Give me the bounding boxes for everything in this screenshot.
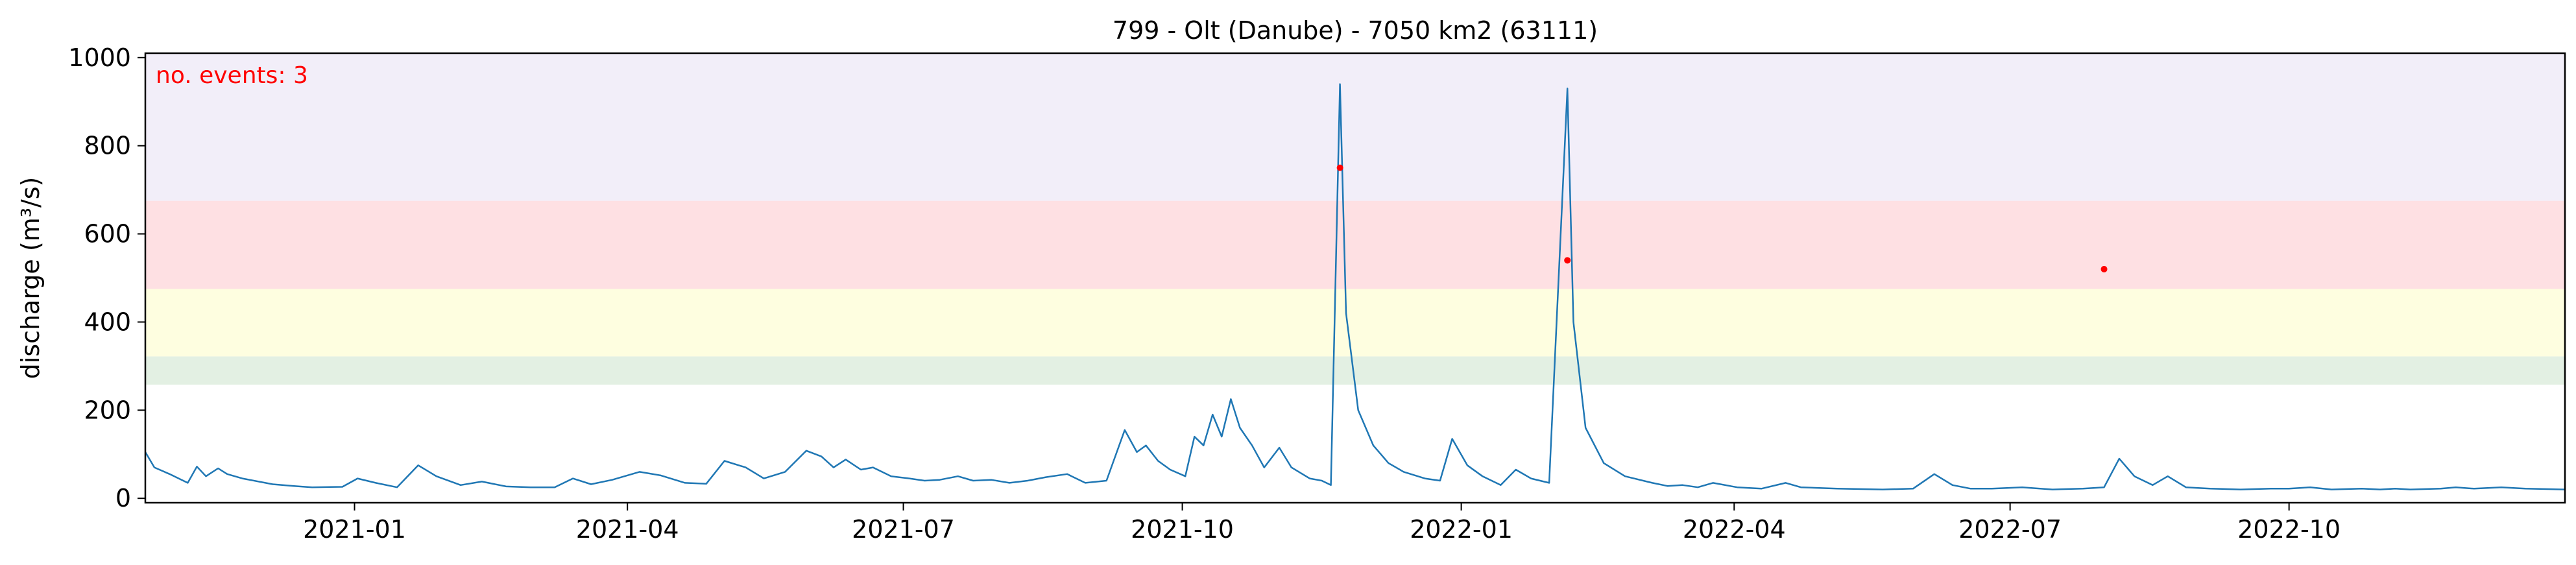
events-count-annotation: no. events: 3 (156, 62, 308, 89)
x-tick-label: 2021-10 (1131, 515, 1234, 544)
chart-title: 799 - Olt (Danube) - 7050 km2 (63111) (1113, 16, 1598, 45)
threshold-band-yellow (145, 289, 2565, 357)
x-axis: 2021-01 2021-04 2021-07 2021-10 2022-01 2022-… (303, 503, 2341, 544)
y-tick-label: 400 (84, 307, 131, 336)
x-tick-label: 2021-04 (576, 515, 679, 544)
threshold-band-purple (145, 53, 2565, 201)
y-tick-label: 0 (115, 484, 131, 512)
x-tick-label: 2022-07 (1958, 515, 2062, 544)
events-group (1336, 164, 2108, 272)
plot-frame (144, 52, 2566, 504)
event-marker (1564, 257, 1571, 264)
threshold-bands (145, 53, 2565, 385)
event-marker (2101, 265, 2108, 272)
y-axis: 0 200 400 600 800 1000 (68, 43, 145, 512)
threshold-band-red (145, 200, 2565, 289)
discharge-line (144, 83, 2566, 490)
x-tick-label: 2022-01 (1410, 515, 1513, 544)
x-tick-label: 2022-04 (1683, 515, 1786, 544)
y-tick-label: 200 (84, 396, 131, 424)
x-tick-label: 2022-10 (2237, 515, 2341, 544)
event-marker (1336, 164, 1343, 171)
x-tick-label: 2021-01 (303, 515, 406, 544)
y-tick-label: 600 (84, 220, 131, 248)
series-group (144, 83, 2566, 490)
y-tick-label: 1000 (68, 43, 131, 72)
y-axis-label: discharge (m³/s) (16, 177, 45, 379)
y-tick-label: 800 (84, 132, 131, 160)
x-tick-label: 2021-07 (852, 515, 955, 544)
